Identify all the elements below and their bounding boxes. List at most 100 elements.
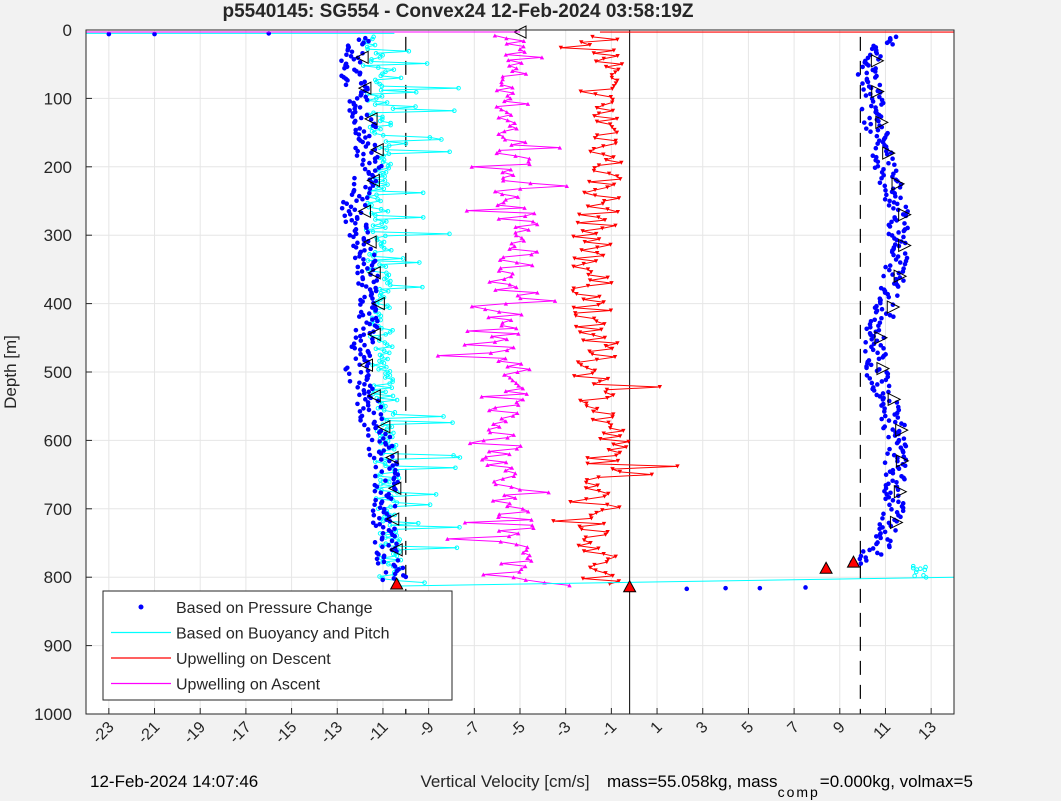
- data-point: [378, 500, 384, 506]
- data-point: [863, 340, 868, 345]
- data-point: [358, 338, 364, 343]
- series-segment: [602, 102, 613, 106]
- series-segment: [383, 350, 390, 354]
- data-point: [343, 366, 348, 372]
- data-point: [901, 278, 906, 283]
- data-point: [505, 364, 510, 369]
- data-point: [362, 422, 367, 428]
- series-segment: [607, 208, 618, 213]
- data-point: [895, 284, 901, 289]
- series-segment: [366, 227, 386, 231]
- series-segment: [593, 145, 604, 150]
- data-point: [371, 512, 377, 518]
- series-segment: [380, 75, 402, 79]
- data-point: [585, 267, 591, 272]
- series-segment: [596, 107, 614, 112]
- data-point: [351, 56, 357, 62]
- data-point: [361, 257, 366, 262]
- series-segment: [577, 359, 597, 363]
- series-segment: [508, 56, 543, 61]
- data-point: [339, 58, 344, 64]
- series-segment: [496, 152, 516, 157]
- series-segment: [507, 434, 514, 439]
- series-segment: [498, 117, 508, 121]
- data-point: [895, 458, 900, 464]
- series-segment: [602, 506, 620, 511]
- data-point: [377, 574, 382, 579]
- data-point: [355, 148, 361, 154]
- series-segment: [509, 283, 517, 288]
- series-segment: [603, 154, 614, 158]
- data-point: [366, 389, 372, 395]
- data-point: [355, 401, 360, 407]
- data-point: [359, 269, 365, 274]
- data-point: [522, 49, 527, 54]
- data-point: [377, 262, 382, 267]
- series-segment: [560, 47, 614, 52]
- data-point: [384, 511, 389, 517]
- series-segment: [587, 282, 612, 287]
- data-point: [509, 484, 514, 489]
- series-segment: [504, 128, 517, 132]
- series-segment: [511, 486, 521, 491]
- series-segment: [592, 419, 609, 424]
- series-segment: [389, 143, 406, 147]
- data-point: [867, 376, 873, 381]
- data-point: [363, 35, 368, 41]
- turn-marker: [882, 146, 896, 160]
- data-point: [892, 433, 898, 438]
- series-segment: [502, 169, 511, 173]
- series-segment: [382, 422, 453, 426]
- series-segment: [493, 478, 504, 482]
- series-segment: [506, 346, 514, 351]
- data-point: [367, 452, 373, 458]
- data-point: [375, 318, 380, 324]
- data-point: [392, 571, 398, 577]
- series-segment: [487, 464, 512, 469]
- series-segment: [607, 504, 620, 508]
- data-point: [882, 183, 888, 189]
- data-point: [378, 490, 384, 495]
- x-tick-label: 11: [871, 719, 895, 743]
- series-segment: [376, 395, 394, 399]
- series-segment: [593, 334, 606, 339]
- series-segment: [495, 483, 512, 488]
- series-segment: [469, 442, 521, 447]
- turn-marker: [846, 555, 861, 568]
- data-point: [358, 418, 363, 423]
- series-segment: [378, 67, 394, 71]
- data-point: [355, 264, 361, 270]
- series-segment: [496, 103, 528, 108]
- data-point: [371, 421, 377, 426]
- data-point: [374, 324, 380, 330]
- series-segment: [603, 143, 616, 147]
- series-segment: [525, 212, 535, 217]
- data-point: [377, 293, 383, 298]
- series-segment: [489, 448, 517, 452]
- series-segment: [597, 132, 618, 136]
- data-point: [348, 53, 354, 59]
- data-point: [366, 38, 371, 44]
- series-segment: [373, 383, 390, 387]
- data-point: [861, 87, 866, 92]
- series-segment: [483, 437, 508, 441]
- data-point: [601, 199, 607, 203]
- turn-markers: [86, 25, 954, 593]
- series-segment: [509, 245, 515, 250]
- series-segment: [600, 435, 621, 440]
- data-point: [863, 93, 869, 98]
- y-tick-label: 300: [44, 226, 72, 245]
- data-point: [371, 455, 377, 461]
- series-segment: [385, 372, 391, 376]
- data-point: [863, 126, 869, 131]
- series-segment: [515, 226, 529, 231]
- series-segment: [590, 151, 604, 155]
- data-point: [902, 422, 907, 428]
- data-point: [360, 162, 365, 167]
- series-segment: [386, 420, 453, 424]
- data-point: [859, 106, 865, 112]
- data-point: [352, 120, 357, 125]
- series-segment: [577, 219, 606, 224]
- data-point: [373, 50, 379, 56]
